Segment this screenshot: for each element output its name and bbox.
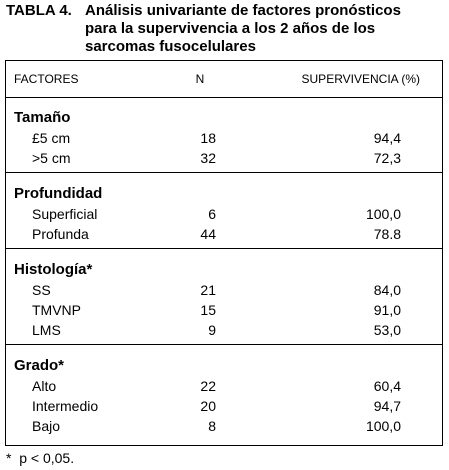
n-cell: 6	[208, 206, 216, 222]
survival-cell: 94,7	[373, 398, 401, 414]
n-cell: 20	[200, 398, 216, 414]
survival-cell: 53,0	[373, 322, 401, 338]
n-cell: 8	[208, 418, 216, 434]
row-divider	[5, 248, 443, 249]
footnote: * p < 0,05.	[6, 450, 75, 466]
survival-cell: 100,0	[365, 418, 401, 434]
row-divider	[5, 344, 443, 345]
survival-cell: 100,0	[365, 206, 401, 222]
survival-cell: 78.8	[373, 226, 401, 242]
survival-cell: 84,0	[373, 282, 401, 298]
n-cell: 22	[200, 378, 216, 394]
row-divider	[5, 172, 443, 173]
n-cell: 18	[200, 130, 216, 146]
factor-cell: Superficial	[32, 206, 98, 222]
survival-cell: 94,4	[373, 130, 401, 146]
n-cell: 9	[208, 322, 216, 338]
group-name: Profundidad	[14, 185, 103, 202]
group-name: Histología*	[14, 261, 93, 278]
factor-cell: >5 cm	[32, 150, 71, 166]
factor-cell: LMS	[32, 322, 61, 338]
table-border	[5, 60, 443, 446]
table-label: TABLA 4.	[6, 2, 72, 19]
survival-cell: 72,3	[373, 150, 401, 166]
group-name: Grado*	[14, 357, 65, 374]
header-cell: SUPERVIVENCIA (%)	[301, 72, 420, 86]
row-divider	[5, 97, 443, 98]
n-cell: 21	[200, 282, 216, 298]
n-cell: 32	[200, 150, 216, 166]
factor-cell: Intermedio	[32, 398, 99, 414]
survival-cell: 60,4	[373, 378, 401, 394]
n-cell: 44	[200, 226, 216, 242]
survival-cell: 91,0	[373, 302, 401, 318]
factor-cell: Alto	[32, 378, 57, 394]
title-line: sarcomas fusocelulares	[85, 38, 256, 55]
factor-cell: Profunda	[32, 226, 89, 242]
group-name: Tamaño	[14, 109, 71, 126]
n-cell: 15	[200, 302, 216, 318]
factor-cell: Bajo	[32, 418, 61, 434]
factor-cell: £5 cm	[32, 130, 71, 146]
header-cell: N	[195, 72, 205, 86]
title-line: para la supervivencia a los 2 años de lo…	[85, 20, 376, 37]
title-line: Análisis univariante de factores pronóst…	[85, 2, 401, 19]
factor-cell: SS	[32, 282, 51, 298]
factor-cell: TMVNP	[32, 302, 81, 318]
header-cell: FACTORES	[14, 72, 79, 86]
